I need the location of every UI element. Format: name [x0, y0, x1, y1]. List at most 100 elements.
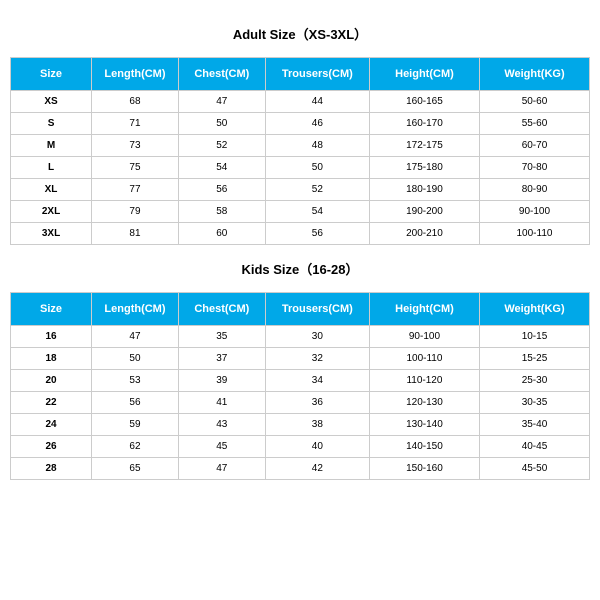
cell-size: M	[11, 135, 92, 157]
table-row: 28654742150-16045-50	[11, 458, 590, 480]
cell-size: 22	[11, 392, 92, 414]
adult-section-title: Adult Size（XS-3XL）	[10, 10, 590, 57]
cell-size: 20	[11, 370, 92, 392]
size-chart-container: Adult Size（XS-3XL） Size Length(CM) Chest…	[0, 0, 600, 490]
cell-size: 2XL	[11, 201, 92, 223]
cell-size: XL	[11, 179, 92, 201]
cell-value: 50-60	[479, 91, 589, 113]
cell-value: 54	[178, 157, 265, 179]
cell-value: 37	[178, 348, 265, 370]
kids-size-table: Size Length(CM) Chest(CM) Trousers(CM) H…	[10, 292, 590, 480]
cell-value: 70-80	[479, 157, 589, 179]
cell-value: 44	[265, 91, 369, 113]
table-row: M735248172-17560-70	[11, 135, 590, 157]
cell-value: 175-180	[369, 157, 479, 179]
table-row: S715046160-17055-60	[11, 113, 590, 135]
cell-value: 30	[265, 326, 369, 348]
table-row: XL775652180-19080-90	[11, 179, 590, 201]
cell-value: 160-165	[369, 91, 479, 113]
table-row: 24594338130-14035-40	[11, 414, 590, 436]
cell-size: S	[11, 113, 92, 135]
kids-table-body: 1647353090-10010-1518503732100-11015-252…	[11, 326, 590, 480]
table-row: 20533934110-12025-30	[11, 370, 590, 392]
cell-value: 60-70	[479, 135, 589, 157]
cell-value: 100-110	[369, 348, 479, 370]
cell-value: 140-150	[369, 436, 479, 458]
table-row: 18503732100-11015-25	[11, 348, 590, 370]
cell-value: 35	[178, 326, 265, 348]
cell-value: 39	[178, 370, 265, 392]
cell-value: 81	[92, 223, 179, 245]
cell-value: 52	[178, 135, 265, 157]
cell-value: 40	[265, 436, 369, 458]
cell-size: XS	[11, 91, 92, 113]
cell-value: 36	[265, 392, 369, 414]
cell-value: 180-190	[369, 179, 479, 201]
cell-value: 160-170	[369, 113, 479, 135]
cell-value: 190-200	[369, 201, 479, 223]
cell-value: 56	[92, 392, 179, 414]
adult-table-body: XS684744160-16550-60S715046160-17055-60M…	[11, 91, 590, 245]
cell-value: 73	[92, 135, 179, 157]
col-weight: Weight(KG)	[479, 293, 589, 326]
cell-value: 47	[92, 326, 179, 348]
cell-value: 150-160	[369, 458, 479, 480]
cell-size: 28	[11, 458, 92, 480]
table-row: 1647353090-10010-15	[11, 326, 590, 348]
cell-value: 90-100	[369, 326, 479, 348]
cell-value: 200-210	[369, 223, 479, 245]
cell-value: 25-30	[479, 370, 589, 392]
cell-value: 56	[178, 179, 265, 201]
kids-section-title: Kids Size（16-28）	[10, 245, 590, 292]
table-row: 3XL816056200-210100-110	[11, 223, 590, 245]
cell-size: 3XL	[11, 223, 92, 245]
table-row: 22564136120-13030-35	[11, 392, 590, 414]
cell-value: 45-50	[479, 458, 589, 480]
cell-value: 59	[92, 414, 179, 436]
col-trousers: Trousers(CM)	[265, 58, 369, 91]
cell-value: 50	[265, 157, 369, 179]
cell-value: 65	[92, 458, 179, 480]
cell-value: 80-90	[479, 179, 589, 201]
col-weight: Weight(KG)	[479, 58, 589, 91]
cell-size: L	[11, 157, 92, 179]
cell-value: 10-15	[479, 326, 589, 348]
cell-value: 35-40	[479, 414, 589, 436]
cell-size: 16	[11, 326, 92, 348]
table-row: 2XL795854190-20090-100	[11, 201, 590, 223]
cell-value: 60	[178, 223, 265, 245]
cell-value: 62	[92, 436, 179, 458]
cell-value: 58	[178, 201, 265, 223]
col-height: Height(CM)	[369, 58, 479, 91]
adult-size-table: Size Length(CM) Chest(CM) Trousers(CM) H…	[10, 57, 590, 245]
cell-value: 90-100	[479, 201, 589, 223]
col-chest: Chest(CM)	[178, 58, 265, 91]
cell-value: 68	[92, 91, 179, 113]
col-chest: Chest(CM)	[178, 293, 265, 326]
col-length: Length(CM)	[92, 58, 179, 91]
cell-value: 15-25	[479, 348, 589, 370]
cell-value: 40-45	[479, 436, 589, 458]
cell-value: 54	[265, 201, 369, 223]
cell-value: 56	[265, 223, 369, 245]
cell-value: 46	[265, 113, 369, 135]
cell-value: 34	[265, 370, 369, 392]
cell-value: 71	[92, 113, 179, 135]
col-trousers: Trousers(CM)	[265, 293, 369, 326]
col-size: Size	[11, 58, 92, 91]
table-header-row: Size Length(CM) Chest(CM) Trousers(CM) H…	[11, 58, 590, 91]
cell-value: 50	[178, 113, 265, 135]
cell-value: 43	[178, 414, 265, 436]
col-size: Size	[11, 293, 92, 326]
table-row: L755450175-18070-80	[11, 157, 590, 179]
cell-value: 120-130	[369, 392, 479, 414]
cell-value: 53	[92, 370, 179, 392]
cell-value: 45	[178, 436, 265, 458]
cell-value: 47	[178, 458, 265, 480]
cell-value: 77	[92, 179, 179, 201]
cell-value: 110-120	[369, 370, 479, 392]
cell-value: 48	[265, 135, 369, 157]
table-header-row: Size Length(CM) Chest(CM) Trousers(CM) H…	[11, 293, 590, 326]
cell-value: 32	[265, 348, 369, 370]
cell-value: 130-140	[369, 414, 479, 436]
